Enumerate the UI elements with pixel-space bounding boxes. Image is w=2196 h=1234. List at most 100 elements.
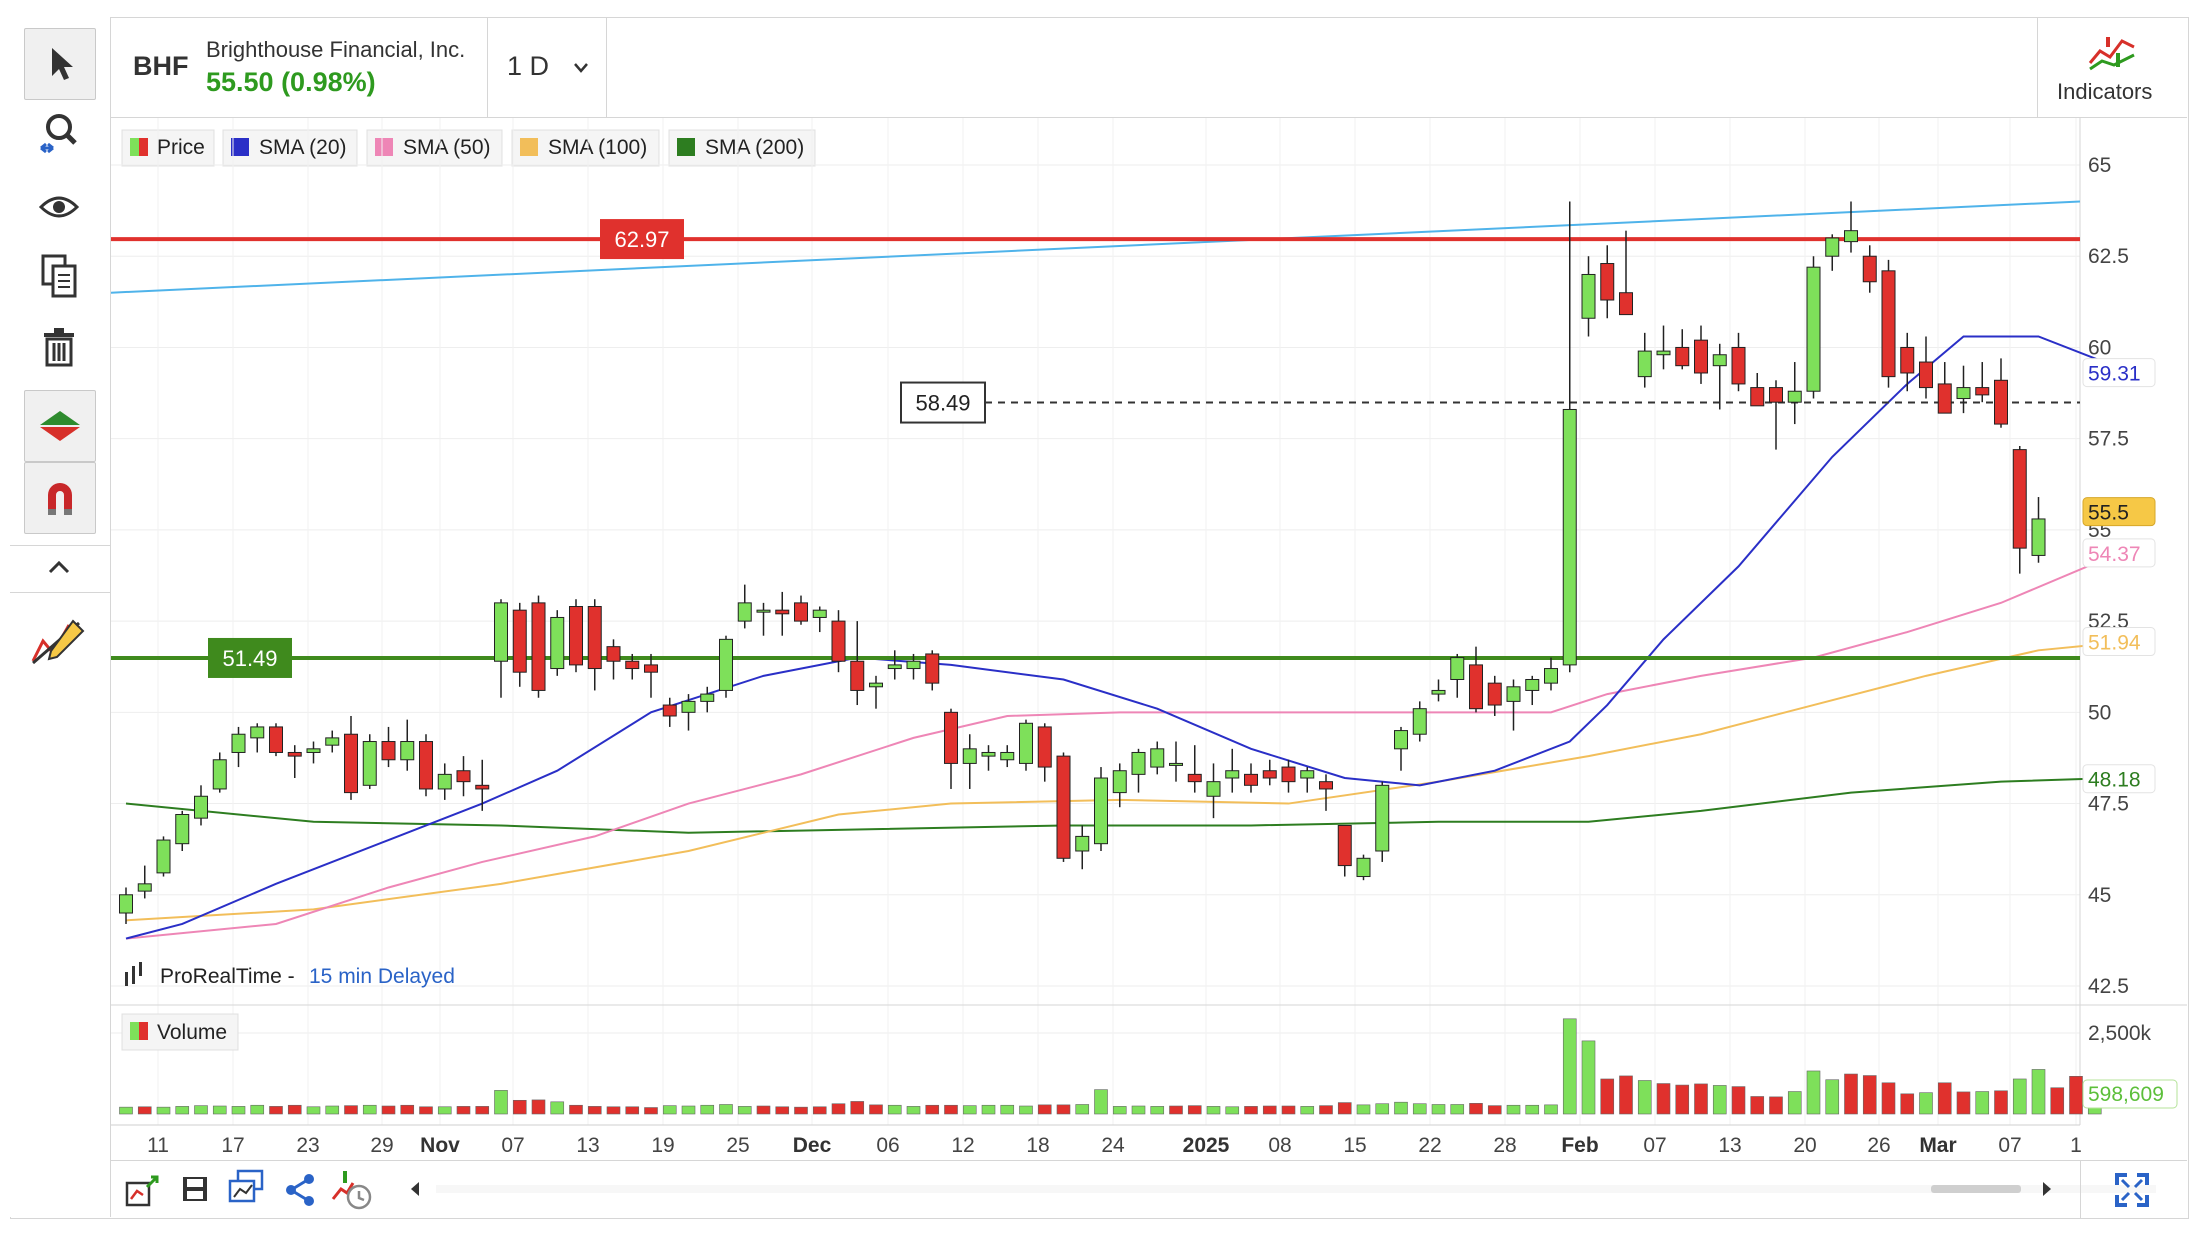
collapse-chevron-icon[interactable] bbox=[24, 547, 94, 587]
candle-body bbox=[1431, 689, 1446, 695]
candle-body bbox=[1525, 678, 1540, 691]
price-change: 55.50 (0.98%) bbox=[206, 67, 376, 97]
volume-bar bbox=[2012, 1078, 2027, 1115]
source-delay[interactable]: 15 min Delayed bbox=[309, 965, 455, 988]
volume-bar bbox=[1806, 1070, 1821, 1115]
volume-bar bbox=[1525, 1104, 1540, 1115]
date-axis: 11 17 23 29 Nov 07 13 19 25 Dec 06 12 18 24 2025 08 15 22… bbox=[147, 1134, 2082, 1157]
price-tag-box bbox=[2082, 358, 2156, 388]
interval-selector[interactable]: 1 D bbox=[488, 17, 606, 117]
scrollbar-thumb[interactable] bbox=[1931, 1185, 2021, 1193]
scroll-left-icon[interactable] bbox=[409, 1181, 421, 1202]
volume-bar bbox=[1900, 1093, 1915, 1115]
support-label: 51.49 bbox=[222, 646, 277, 671]
timeline-scrollbar[interactable] bbox=[436, 1185, 2156, 1193]
dashed-level-label: 58.49 bbox=[915, 391, 970, 416]
zoom-tool-icon[interactable] bbox=[24, 99, 94, 169]
volume-bar bbox=[494, 1090, 508, 1115]
company-name: Brighthouse Financial, Inc. bbox=[206, 37, 466, 62]
export-chart-icon[interactable] bbox=[125, 1173, 161, 1212]
volume-bar bbox=[850, 1101, 865, 1115]
legend-sma200[interactable]: SMA (200) bbox=[705, 136, 804, 159]
sma100-line bbox=[125, 642, 2114, 922]
date-tick-label: 28 bbox=[1493, 1134, 1516, 1157]
legend-sma100[interactable]: SMA (100) bbox=[548, 136, 647, 159]
price-tag-box bbox=[2082, 538, 2156, 568]
candle-body bbox=[269, 726, 283, 753]
candle-body bbox=[737, 602, 752, 622]
volume-bar bbox=[737, 1106, 752, 1115]
candle-body bbox=[1000, 751, 1015, 761]
candle-body bbox=[1356, 857, 1371, 878]
data-source: ProRealTime - 15 min Delayed bbox=[125, 962, 455, 988]
candle-body bbox=[794, 602, 808, 622]
volume-tag-label: 598,609 bbox=[2088, 1083, 2164, 1106]
volume-bar bbox=[1131, 1105, 1146, 1115]
volume-bar bbox=[344, 1105, 358, 1115]
volume-bar bbox=[2069, 1076, 2083, 1115]
volume-bar bbox=[175, 1106, 190, 1115]
candle-body bbox=[2012, 449, 2027, 549]
scroll-right-icon[interactable] bbox=[2041, 1181, 2053, 1202]
candle-body bbox=[962, 748, 977, 764]
volume-bar bbox=[475, 1106, 490, 1115]
candles bbox=[119, 201, 2046, 924]
chart-header: BHF Brighthouse Financial, Inc. 55.50 (0… bbox=[111, 17, 2187, 118]
candle-body bbox=[1619, 292, 1633, 316]
volume-bar bbox=[962, 1105, 977, 1115]
volume-bar bbox=[1825, 1079, 1840, 1115]
volume-bar bbox=[550, 1101, 565, 1115]
candle-body bbox=[325, 737, 340, 746]
candle-body bbox=[1581, 273, 1596, 319]
volume-bar bbox=[231, 1106, 246, 1115]
legend-sma50[interactable]: SMA (50) bbox=[403, 136, 491, 159]
volume-bar bbox=[719, 1104, 733, 1115]
candle-body bbox=[1806, 266, 1821, 392]
date-tick-label: 11 bbox=[147, 1134, 169, 1157]
candle-body bbox=[1881, 270, 1896, 378]
pointer-tool-icon[interactable] bbox=[24, 28, 96, 100]
candle-body bbox=[925, 653, 940, 684]
volume-bar bbox=[681, 1105, 696, 1115]
date-tick-label: 18 bbox=[1026, 1134, 1049, 1157]
volume-tick-label: 2,500k bbox=[2088, 1022, 2152, 1045]
date-tick-label: 1 bbox=[2070, 1134, 2082, 1157]
indicators-button[interactable]: Indicators bbox=[2038, 17, 2187, 117]
trash-icon[interactable] bbox=[24, 312, 94, 382]
grid bbox=[111, 118, 2080, 1125]
volume-bar bbox=[1037, 1104, 1052, 1115]
drawing-pen-icon[interactable] bbox=[24, 607, 94, 677]
magnet-icon[interactable] bbox=[24, 462, 96, 534]
candle-body bbox=[1862, 255, 1877, 283]
price-tick-label: 57.5 bbox=[2088, 428, 2129, 451]
fullscreen-icon[interactable] bbox=[2114, 1172, 2150, 1213]
volume-bar bbox=[2050, 1087, 2065, 1115]
legend-volume[interactable]: Volume bbox=[157, 1021, 227, 1044]
date-tick-label: 07 bbox=[1643, 1134, 1666, 1157]
volume-bar bbox=[606, 1106, 621, 1115]
save-icon[interactable] bbox=[181, 1175, 209, 1208]
price-tick-label: 62.5 bbox=[2088, 245, 2129, 268]
volume-tag-box bbox=[2082, 1079, 2178, 1109]
trend-tool-icon[interactable] bbox=[24, 390, 96, 462]
share-icon[interactable] bbox=[283, 1173, 317, 1212]
volume-bar bbox=[1375, 1103, 1390, 1115]
alert-icon[interactable] bbox=[329, 1169, 373, 1216]
date-tick-label: 23 bbox=[296, 1134, 319, 1157]
volume-bar bbox=[869, 1104, 883, 1115]
legend-price[interactable]: Price bbox=[157, 136, 205, 159]
candle-body bbox=[869, 682, 883, 688]
candle-body bbox=[1131, 751, 1146, 775]
copy-icon[interactable] bbox=[24, 241, 94, 311]
resistance-label: 62.97 bbox=[614, 227, 669, 252]
volume-bar bbox=[1956, 1091, 1971, 1115]
volume-bar bbox=[1225, 1106, 1240, 1115]
legend-sma20[interactable]: SMA (20) bbox=[259, 136, 347, 159]
candle-body bbox=[569, 606, 583, 666]
volume-bar bbox=[1994, 1090, 2008, 1115]
layout-icon[interactable] bbox=[226, 1169, 266, 1214]
drawing-toolbar bbox=[10, 17, 111, 1217]
eye-icon[interactable] bbox=[24, 172, 94, 242]
